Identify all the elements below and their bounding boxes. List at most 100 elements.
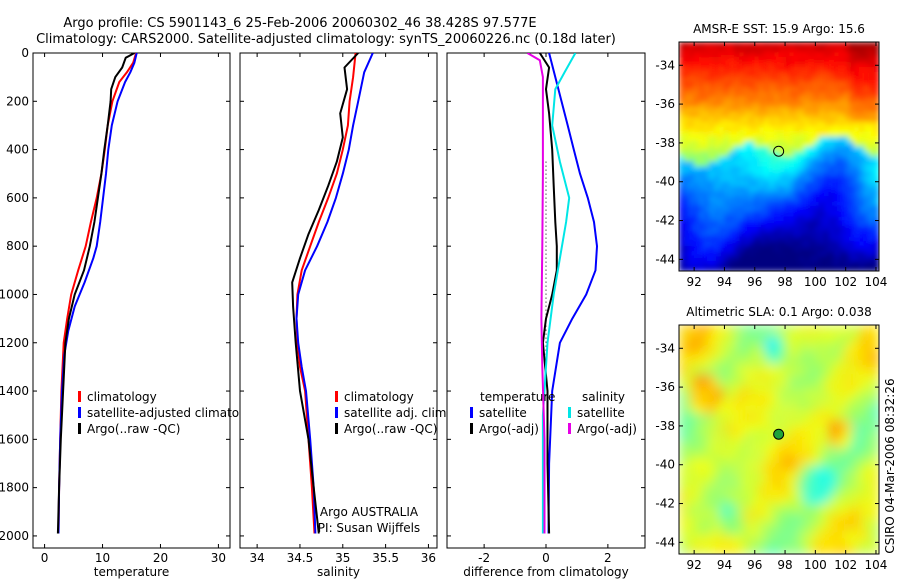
map-cell [839,474,845,480]
map-cell [764,91,770,98]
map-cell [804,136,810,143]
map-cell [704,216,710,222]
map-cell [789,469,795,475]
map-cell [719,161,725,168]
map-cell [819,206,825,212]
map-x-tick-label: 100 [804,275,827,289]
map-cell [864,459,870,465]
map-cell [749,191,755,197]
map-cell [824,499,830,505]
map-cell [694,121,700,128]
map-cell [834,549,840,554]
map-cell [859,444,865,451]
map-cell [759,246,765,252]
map-cell [684,226,690,232]
map-cell [864,86,870,93]
map-cell [719,519,725,525]
map-cell [824,42,830,48]
map-cell [859,42,865,48]
map-cell [849,429,855,436]
map-cell [684,216,690,222]
map-cell [739,236,745,242]
map-cell [844,141,850,148]
x-axis-label: temperature [94,565,169,579]
map-cell [784,206,790,212]
map-cell [849,46,855,53]
map-cell [834,151,840,158]
map-cell [769,121,775,128]
map-cell [759,181,765,187]
map-cell [814,404,820,411]
map-cell [724,61,730,68]
map-cell [749,349,755,356]
map-cell [819,479,825,485]
map-cell [724,329,730,336]
map-cell [699,374,705,381]
map-cell [804,514,810,520]
map-cell [749,379,755,386]
map-cell [739,141,745,148]
map-cell [834,56,840,63]
map-cell [844,384,850,391]
map-cell [819,384,825,391]
map-cell [779,221,785,227]
map-cell [824,339,830,346]
map-cell [714,399,720,406]
map-cell [739,454,745,461]
map-cell [739,404,745,411]
map-cell [854,51,860,58]
map-cell [724,81,730,88]
map-cell [854,404,860,411]
map-cell [814,369,820,376]
map-cell [719,374,725,381]
map-cell [699,339,705,346]
map-cell [694,156,700,163]
map-cell [844,121,850,128]
map-cell [834,121,840,128]
map-cell [739,86,745,93]
map-cell [679,519,685,525]
map-cell [704,116,710,123]
map-cell [729,186,735,192]
map-cell [704,106,710,113]
map-cell [714,171,720,178]
map-cell [809,444,815,451]
map-cell [719,409,725,416]
map-cell [764,464,770,470]
map-cell [764,544,770,550]
map-cell [729,196,735,202]
map-cell [814,86,820,93]
map-cell [814,231,820,237]
map-cell [774,141,780,148]
map-cell [829,464,835,470]
map-cell [874,196,879,202]
map-cell [859,509,865,515]
map-cell [769,106,775,113]
map-cell [839,86,845,93]
map-cell [784,86,790,93]
map-cell [874,266,879,271]
map-cell [759,389,765,396]
map-cell [699,61,705,68]
map-cell [704,424,710,431]
map-cell [864,534,870,540]
map-cell [769,181,775,187]
map-cell [874,424,879,431]
map-cell [789,489,795,495]
map-cell [849,176,855,182]
map-cell [794,76,800,83]
legend-swatch [470,407,473,418]
map-cell [819,325,825,331]
map-cell [834,414,840,421]
map-cell [724,171,730,178]
map-cell [679,71,685,78]
map-cell [814,474,820,480]
map-cell [839,414,845,421]
map-cell [699,211,705,217]
map-cell [784,51,790,58]
map-cell [804,56,810,63]
map-cell [789,544,795,550]
map-cell [754,354,760,361]
map-cell [739,241,745,247]
map-cell [849,469,855,475]
